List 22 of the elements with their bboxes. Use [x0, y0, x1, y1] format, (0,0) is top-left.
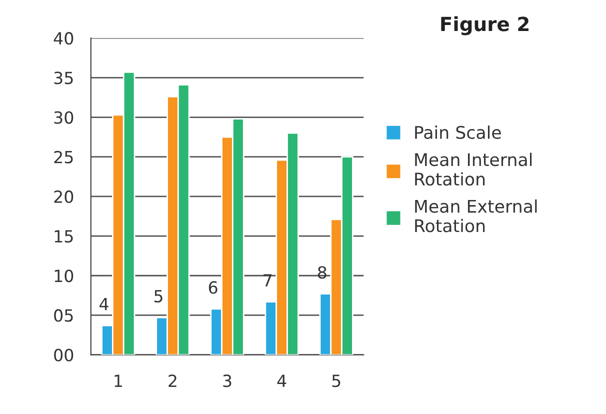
legend-label: Mean External Rotation	[415, 199, 537, 232]
y-tick-label: 40	[54, 32, 74, 45]
x-tick-label: 3	[223, 374, 232, 388]
x-tick-label: 1	[114, 374, 122, 387]
y-tick-label: 35	[54, 72, 73, 84]
y-tick-label: 30	[54, 111, 74, 124]
legend-label: Pain Scale	[415, 126, 501, 139]
y-tick-label: 25	[54, 150, 73, 164]
y-tick-label: 00	[54, 348, 74, 362]
y-tick-label: 05	[54, 309, 73, 322]
y-tick-label: 20	[54, 190, 74, 204]
x-tick-label: 2	[168, 374, 176, 387]
text: Figure 2	[441, 16, 529, 36]
y-tick-label: 10	[54, 270, 74, 282]
data-label: 7	[264, 274, 272, 286]
data-label: 4	[100, 298, 108, 310]
legend-label: Mean Internal Rotation	[415, 152, 532, 186]
y-tick-label: 15	[54, 230, 73, 243]
x-tick-label: 5	[332, 374, 340, 388]
data-label: 6	[208, 281, 218, 294]
x-tick-label: 4	[277, 374, 286, 387]
data-label: 5	[154, 290, 162, 302]
